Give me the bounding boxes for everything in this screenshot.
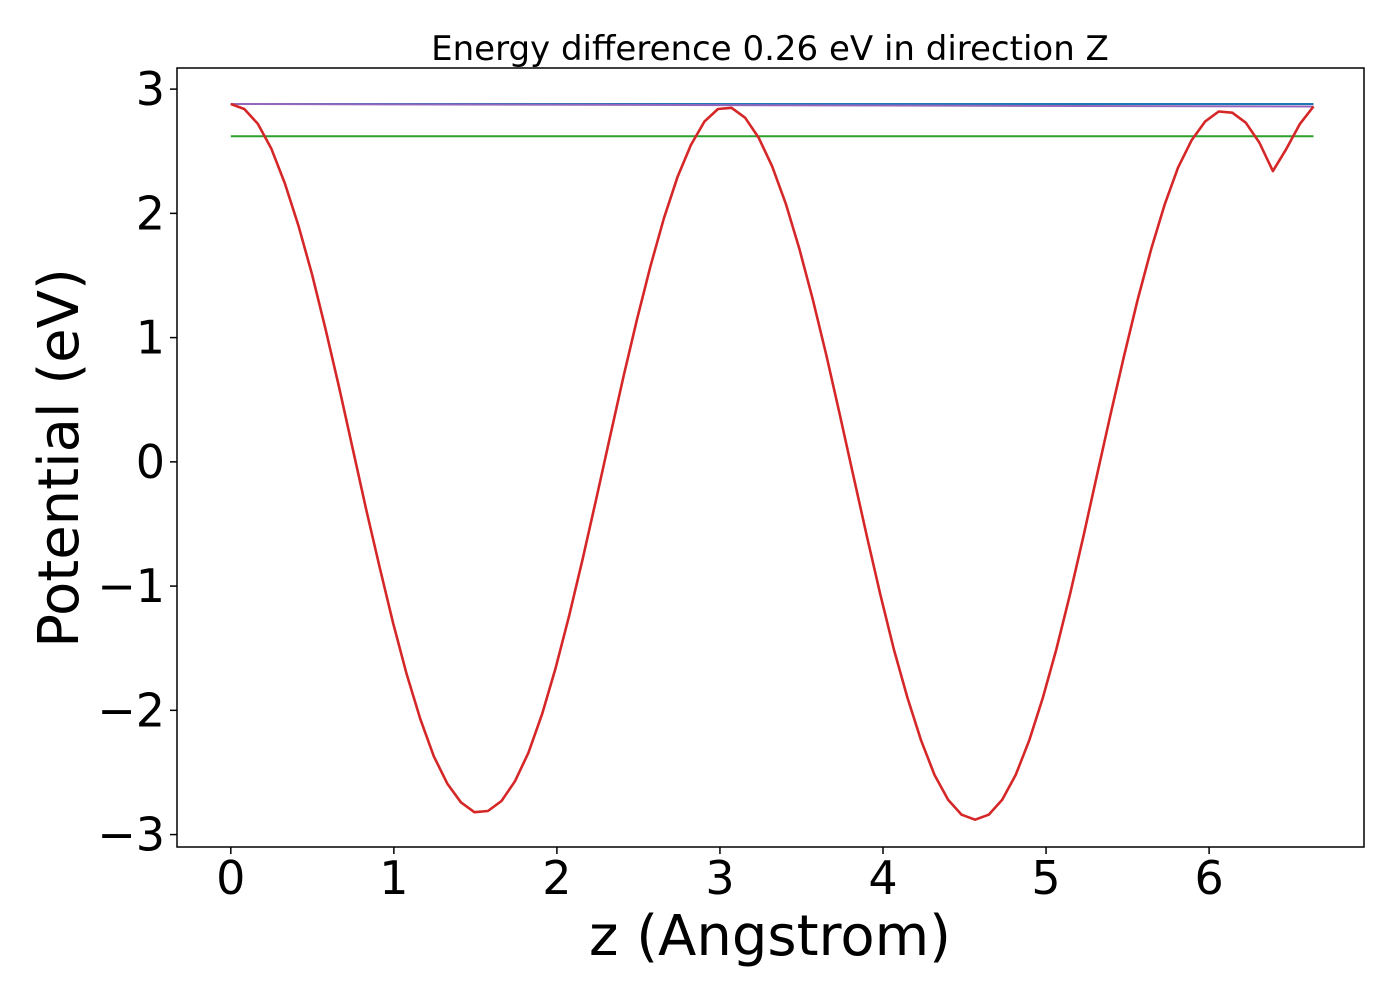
x-tick-label: 6 xyxy=(1194,851,1223,905)
x-axis-ticks: 0 1 2 3 4 5 6 xyxy=(216,847,1224,905)
x-axis-label: z (Angstrom) xyxy=(589,904,951,969)
x-tick-label: 5 xyxy=(1031,851,1060,905)
y-tick-label: 2 xyxy=(136,186,165,240)
x-tick-label: 1 xyxy=(379,851,408,905)
y-tick-label: −3 xyxy=(97,808,165,862)
chart-title: Energy difference 0.26 eV in direction Z xyxy=(431,29,1109,69)
y-axis-ticks: −3 −2 −1 0 1 2 3 xyxy=(97,62,177,862)
y-tick-label: −2 xyxy=(97,683,165,737)
x-tick-label: 3 xyxy=(705,851,734,905)
y-tick-label: 0 xyxy=(136,435,165,489)
x-tick-label: 0 xyxy=(216,851,245,905)
series-line-2 xyxy=(230,103,1314,108)
series-line-3 xyxy=(230,102,1315,822)
y-tick-label: 3 xyxy=(136,62,165,116)
plot-frame xyxy=(176,67,1365,848)
y-axis-label: Potential (eV) xyxy=(27,268,92,648)
y-tick-label: −1 xyxy=(97,559,165,613)
x-tick-label: 4 xyxy=(868,851,897,905)
x-tick-label: 2 xyxy=(542,851,571,905)
plot-area xyxy=(230,102,1315,822)
y-tick-label: 1 xyxy=(136,311,165,365)
